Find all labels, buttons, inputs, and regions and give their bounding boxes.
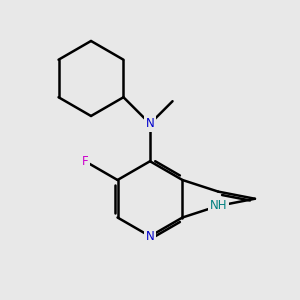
Text: N: N [146, 230, 154, 243]
Text: N: N [146, 117, 154, 130]
Text: NH: NH [209, 200, 227, 212]
Text: F: F [82, 155, 88, 168]
